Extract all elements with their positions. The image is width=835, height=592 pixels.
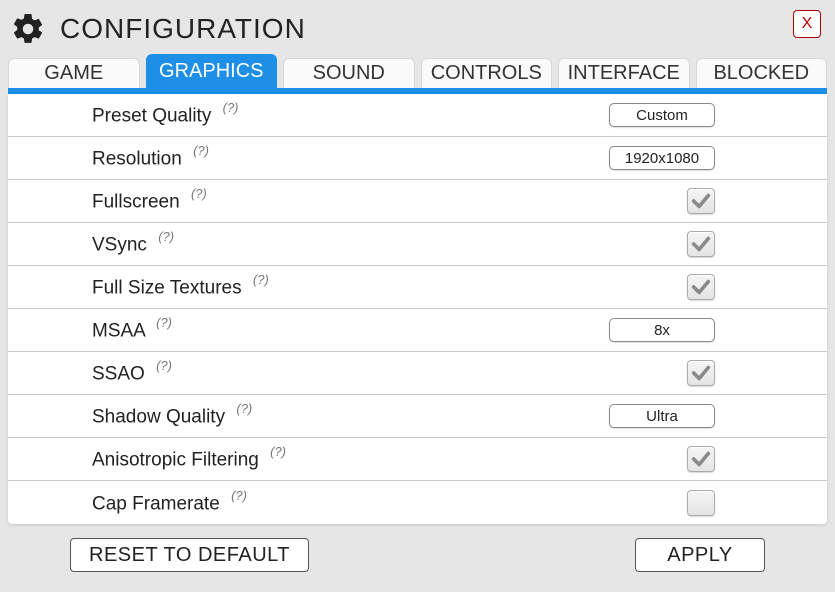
setting-row-cap_framerate: Cap Framerate (?) [8, 481, 827, 524]
setting-control-anisotropic_filtering [687, 446, 807, 472]
full_size_textures-checkbox[interactable] [687, 274, 715, 300]
help-icon[interactable]: (?) [253, 272, 269, 287]
setting-label-full_size_textures: Full Size Textures (?) [92, 274, 269, 299]
help-icon[interactable]: (?) [193, 143, 209, 158]
tab-sound[interactable]: SOUND [283, 58, 415, 88]
setting-label-cap_framerate: Cap Framerate (?) [92, 490, 247, 515]
anisotropic_filtering-checkbox[interactable] [687, 446, 715, 472]
close-button[interactable]: X [793, 10, 821, 38]
gear-icon [10, 11, 46, 47]
setting-label-shadow_quality: Shadow Quality (?) [92, 403, 252, 428]
setting-row-msaa: MSAA (?) 8x [8, 309, 827, 352]
shadow_quality-dropdown[interactable]: Ultra [609, 404, 715, 428]
apply-button[interactable]: APPLY [635, 538, 765, 572]
setting-label-resolution: Resolution (?) [92, 145, 209, 170]
help-icon[interactable]: (?) [236, 401, 252, 416]
setting-control-resolution: 1920x1080 [609, 146, 807, 170]
setting-label-ssao: SSAO (?) [92, 360, 172, 385]
setting-control-cap_framerate [687, 490, 807, 516]
setting-label-fullscreen: Fullscreen (?) [92, 188, 207, 213]
setting-control-vsync [687, 231, 807, 257]
setting-control-preset_quality: Custom [609, 103, 807, 127]
help-icon[interactable]: (?) [270, 444, 286, 459]
settings-panel: Preset Quality (?) Custom Resolution (?) 19… [8, 94, 827, 524]
setting-label-preset_quality: Preset Quality (?) [92, 102, 239, 127]
setting-control-msaa: 8x [609, 318, 807, 342]
help-icon[interactable]: (?) [191, 186, 207, 201]
help-icon[interactable]: (?) [156, 315, 172, 330]
reset-to-default-button[interactable]: RESET TO DEFAULT [70, 538, 309, 572]
setting-control-full_size_textures [687, 274, 807, 300]
cap_framerate-checkbox[interactable] [687, 490, 715, 516]
setting-row-ssao: SSAO (?) [8, 352, 827, 395]
titlebar: CONFIGURATION X [0, 0, 835, 54]
setting-row-anisotropic_filtering: Anisotropic Filtering (?) [8, 438, 827, 481]
resolution-dropdown[interactable]: 1920x1080 [609, 146, 715, 170]
tab-bar: GAMEGRAPHICSSOUNDCONTROLSINTERFACEBLOCKE… [0, 54, 835, 88]
setting-row-shadow_quality: Shadow Quality (?) Ultra [8, 395, 827, 438]
setting-control-fullscreen [687, 188, 807, 214]
setting-row-vsync: VSync (?) [8, 223, 827, 266]
window-title: CONFIGURATION [60, 13, 306, 45]
configuration-window: CONFIGURATION X GAMEGRAPHICSSOUNDCONTROL… [0, 0, 835, 592]
setting-label-vsync: VSync (?) [92, 231, 174, 256]
setting-row-full_size_textures: Full Size Textures (?) [8, 266, 827, 309]
tab-controls[interactable]: CONTROLS [421, 58, 553, 88]
tab-game[interactable]: GAME [8, 58, 140, 88]
setting-row-resolution: Resolution (?) 1920x1080 [8, 137, 827, 180]
help-icon[interactable]: (?) [156, 358, 172, 373]
help-icon[interactable]: (?) [223, 100, 239, 115]
msaa-dropdown[interactable]: 8x [609, 318, 715, 342]
setting-row-preset_quality: Preset Quality (?) Custom [8, 94, 827, 137]
ssao-checkbox[interactable] [687, 360, 715, 386]
vsync-checkbox[interactable] [687, 231, 715, 257]
tab-blocked[interactable]: BLOCKED [696, 58, 828, 88]
fullscreen-checkbox[interactable] [687, 188, 715, 214]
tab-graphics[interactable]: GRAPHICS [146, 54, 278, 88]
footer: RESET TO DEFAULT APPLY [0, 524, 835, 572]
setting-label-msaa: MSAA (?) [92, 317, 172, 342]
help-icon[interactable]: (?) [231, 488, 247, 503]
close-icon: X [802, 15, 813, 33]
setting-row-fullscreen: Fullscreen (?) [8, 180, 827, 223]
help-icon[interactable]: (?) [158, 229, 174, 244]
tab-interface[interactable]: INTERFACE [558, 58, 690, 88]
preset_quality-dropdown[interactable]: Custom [609, 103, 715, 127]
setting-label-anisotropic_filtering: Anisotropic Filtering (?) [92, 446, 286, 471]
setting-control-shadow_quality: Ultra [609, 404, 807, 428]
setting-control-ssao [687, 360, 807, 386]
